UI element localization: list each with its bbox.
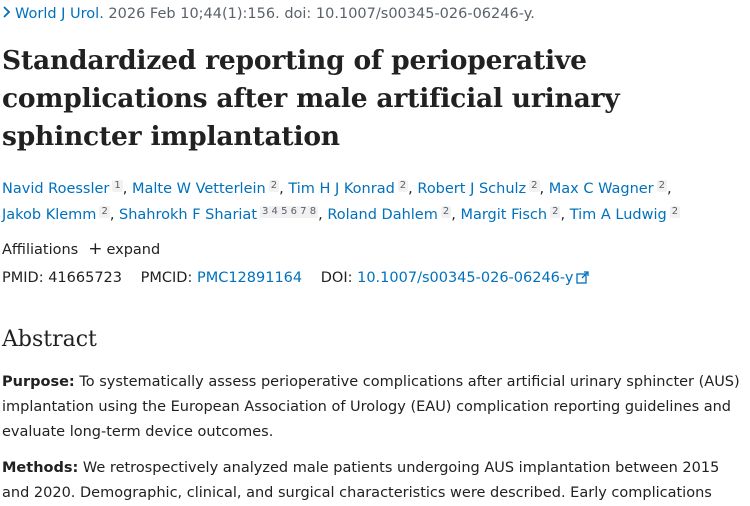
methods-label: Methods: — [2, 460, 79, 476]
chevron-right-icon[interactable] — [2, 4, 11, 22]
citation-line: World J Urol. 2026 Feb 10;44(1):156. doi… — [2, 4, 535, 22]
journal-link[interactable]: World J Urol. — [15, 6, 104, 22]
author-link[interactable]: Max C Wagner — [548, 181, 654, 197]
author-link[interactable]: Robert J Schulz — [417, 181, 527, 197]
affiliation-ref[interactable]: 2 — [440, 206, 452, 218]
affiliations-label: Affiliations — [2, 242, 79, 258]
affiliation-ref[interactable]: 2 — [550, 206, 561, 218]
methods-text: We retrospectively analyzed male patient… — [2, 460, 720, 501]
author-link[interactable]: Jakob Klemm — [2, 207, 97, 223]
article-identifiers: PMID: 41665723 PMCID: PMC12891164 DOI: 1… — [2, 270, 590, 288]
affiliation-ref[interactable]: 3 4 5 6 7 8 — [260, 206, 319, 218]
pmid-value: 41665723 — [48, 270, 123, 286]
affiliation-ref[interactable]: 2 — [268, 180, 280, 192]
author-link[interactable]: Tim H J Konrad — [288, 181, 395, 197]
abstract-heading: Abstract — [2, 327, 97, 352]
pmid-label: PMID: — [2, 270, 44, 286]
abstract-purpose: Purpose: To systematically assess periop… — [2, 370, 747, 445]
affiliation-ref[interactable]: 2 — [397, 180, 409, 192]
doi-label: DOI: — [320, 270, 353, 286]
author-list: Navid Roessler 1, Malte W Vetterlein 2, Ti… — [2, 180, 681, 223]
author-link[interactable]: Shahrokh F Shariat — [119, 207, 258, 223]
affiliation-ref[interactable]: 1 — [112, 180, 123, 192]
pmcid-link[interactable]: PMC12891164 — [196, 270, 303, 286]
author-link[interactable]: Roland Dahlem — [327, 207, 438, 223]
affiliation-ref[interactable]: 2 — [99, 206, 110, 218]
abstract-methods: Methods: We retrospectively analyzed mal… — [2, 456, 747, 506]
author-link[interactable]: Tim A Ludwig — [569, 207, 667, 223]
purpose-text: To systematically assess perioperative c… — [2, 374, 740, 440]
purpose-label: Purpose: — [2, 374, 75, 390]
affiliation-ref[interactable]: 2 — [656, 180, 668, 192]
doi-link[interactable]: 10.1007/s00345-026-06246-y — [357, 270, 574, 286]
article-title: Standardized reporting of perioperative … — [2, 45, 620, 152]
author-link[interactable]: Margit Fisch — [460, 207, 548, 223]
citation-details: 2026 Feb 10;44(1):156. doi: 10.1007/s003… — [108, 6, 535, 22]
affiliations-toggle[interactable]: Affiliations + expand — [2, 239, 161, 259]
external-link-icon[interactable] — [576, 271, 590, 288]
author-link[interactable]: Malte W Vetterlein — [131, 181, 266, 197]
affiliation-ref[interactable]: 2 — [529, 180, 540, 192]
author-link[interactable]: Navid Roessler — [2, 181, 110, 197]
pmcid-label: PMCID: — [140, 270, 193, 286]
plus-icon: + — [88, 239, 103, 259]
affiliation-ref[interactable]: 2 — [669, 206, 681, 218]
expand-label[interactable]: expand — [106, 242, 161, 258]
